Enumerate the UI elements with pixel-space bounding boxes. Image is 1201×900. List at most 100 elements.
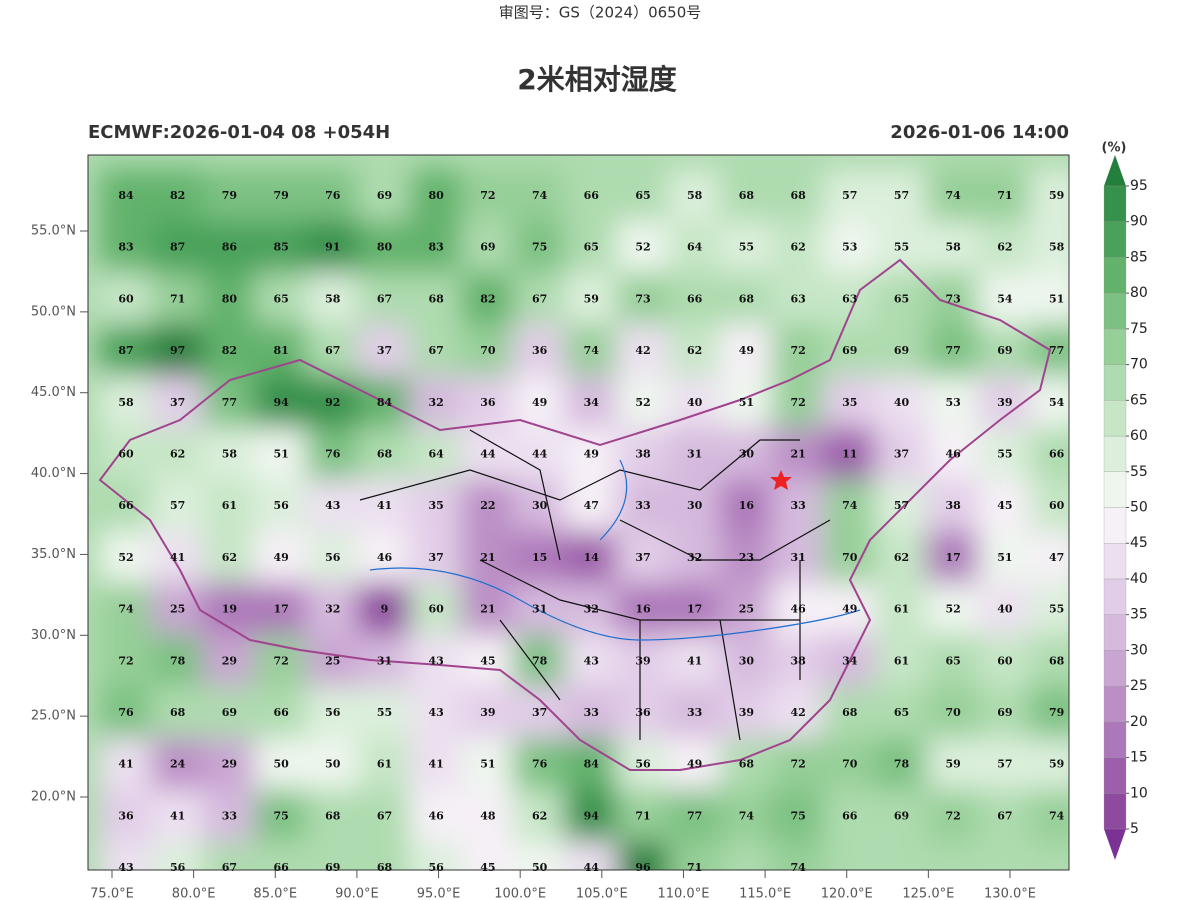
- humidity-cell: [409, 686, 464, 740]
- humidity-cell: [771, 737, 825, 792]
- grid-value: 62: [532, 809, 547, 822]
- humidity-cell: [771, 531, 825, 585]
- humidity-cell: [564, 375, 619, 430]
- humidity-cell: [512, 789, 567, 844]
- map-frame: [87, 154, 1070, 871]
- grid-value: 76: [325, 189, 341, 202]
- humidity-cell: [99, 582, 153, 637]
- colorbar-label: 95: [1130, 178, 1148, 194]
- grid-value: 75: [790, 809, 805, 822]
- humidity-cell: [564, 169, 619, 223]
- lat-tick-label: 45.0°N: [31, 385, 76, 400]
- grid-value: 74: [790, 861, 806, 874]
- grid-value: 21: [790, 448, 805, 461]
- grid-value: 53: [842, 241, 857, 254]
- grid-value: 25: [739, 603, 754, 616]
- humidity-cell: [667, 789, 722, 844]
- humidity-cell: [719, 686, 774, 740]
- grid-value: 67: [532, 292, 547, 305]
- grid-value: 51: [997, 551, 1012, 564]
- capital-star: [770, 470, 792, 490]
- grid-value: 58: [222, 448, 238, 461]
- lat-tick-label: 25.0°N: [31, 709, 76, 724]
- humidity-cell: [254, 479, 308, 534]
- grid-value: 71: [687, 861, 702, 874]
- lat-tick-label: 50.0°N: [31, 304, 76, 319]
- grid-value: 52: [635, 396, 650, 409]
- humidity-cell: [150, 686, 205, 740]
- grid-value: 43: [429, 706, 444, 719]
- grid-value: 41: [170, 551, 185, 564]
- humidity-cell: [254, 169, 308, 223]
- humidity-cell: [305, 634, 360, 689]
- humidity-cell: [926, 531, 981, 585]
- humidity-cell: [564, 582, 619, 637]
- humidity-cell: [874, 479, 929, 534]
- grid-value: 76: [532, 758, 548, 771]
- humidity-cell: [616, 634, 670, 689]
- humidity-cell: [357, 737, 412, 792]
- grid-value: 73: [946, 292, 961, 305]
- lat-tick-label: 30.0°N: [31, 628, 76, 643]
- humidity-cell: [874, 427, 929, 482]
- grid-value: 52: [946, 603, 961, 616]
- humidity-cell: [1029, 789, 1069, 844]
- humidity-cell: [564, 531, 619, 585]
- humidity-cell: [512, 582, 567, 637]
- humidity-cell: [150, 789, 205, 844]
- humidity-cell: [926, 324, 981, 378]
- humidity-cell: [719, 582, 774, 637]
- grid-value: 17: [687, 603, 702, 616]
- humidity-cell: [771, 789, 825, 844]
- humidity-cell: [150, 634, 205, 689]
- humidity-cell: [254, 531, 308, 585]
- humidity-cell: [616, 841, 670, 870]
- grid-value: 55: [1049, 603, 1064, 616]
- grid-value: 68: [739, 189, 755, 202]
- grid-value: 42: [635, 344, 650, 357]
- grid-value: 78: [894, 758, 910, 771]
- grid-value: 56: [273, 499, 289, 512]
- grid-value: 67: [377, 809, 392, 822]
- humidity-cell: [202, 324, 257, 378]
- humidity-cell: [564, 634, 619, 689]
- grid-value: 67: [377, 292, 392, 305]
- colorbar-label: 40: [1130, 571, 1148, 587]
- grid-value: 71: [635, 809, 650, 822]
- grid-value: 33: [687, 706, 702, 719]
- humidity-cell: [461, 272, 515, 327]
- grid-value: 65: [584, 241, 599, 254]
- grid-value: 91: [325, 241, 340, 254]
- colorbar-segment: [1103, 257, 1127, 294]
- grid-value: 23: [739, 551, 754, 564]
- grid-value: 31: [687, 448, 702, 461]
- grid-value: 41: [170, 809, 185, 822]
- humidity-cell: [719, 220, 774, 275]
- colorbar-segment: [1103, 507, 1127, 544]
- grid-value: 40: [997, 603, 1013, 616]
- humidity-cell: [512, 324, 567, 378]
- humidity-cell: [926, 686, 981, 740]
- lon-tick-label: 90.0°E: [335, 887, 379, 900]
- grid-value: 96: [635, 861, 651, 874]
- humidity-cell: [150, 531, 205, 585]
- humidity-cell: [202, 169, 257, 223]
- humidity-cell: [822, 169, 877, 223]
- grid-value: 74: [118, 603, 134, 616]
- grid-value: 68: [739, 292, 755, 305]
- grid-value: 19: [222, 603, 237, 616]
- grid-value: 57: [894, 499, 909, 512]
- grid-value: 80: [429, 189, 445, 202]
- colorbar-label: 80: [1130, 285, 1148, 301]
- humidity-cell: [616, 220, 670, 275]
- grid-value: 94: [273, 396, 289, 409]
- humidity-cell: [461, 220, 515, 275]
- grid-value: 69: [222, 706, 237, 719]
- humidity-cell: [254, 582, 308, 637]
- grid-value: 35: [429, 499, 444, 512]
- grid-value: 86: [222, 241, 238, 254]
- grid-value: 67: [997, 809, 1012, 822]
- grid-value: 45: [480, 654, 495, 667]
- humidity-cell: [926, 220, 981, 275]
- colorbar-low: [1104, 829, 1126, 860]
